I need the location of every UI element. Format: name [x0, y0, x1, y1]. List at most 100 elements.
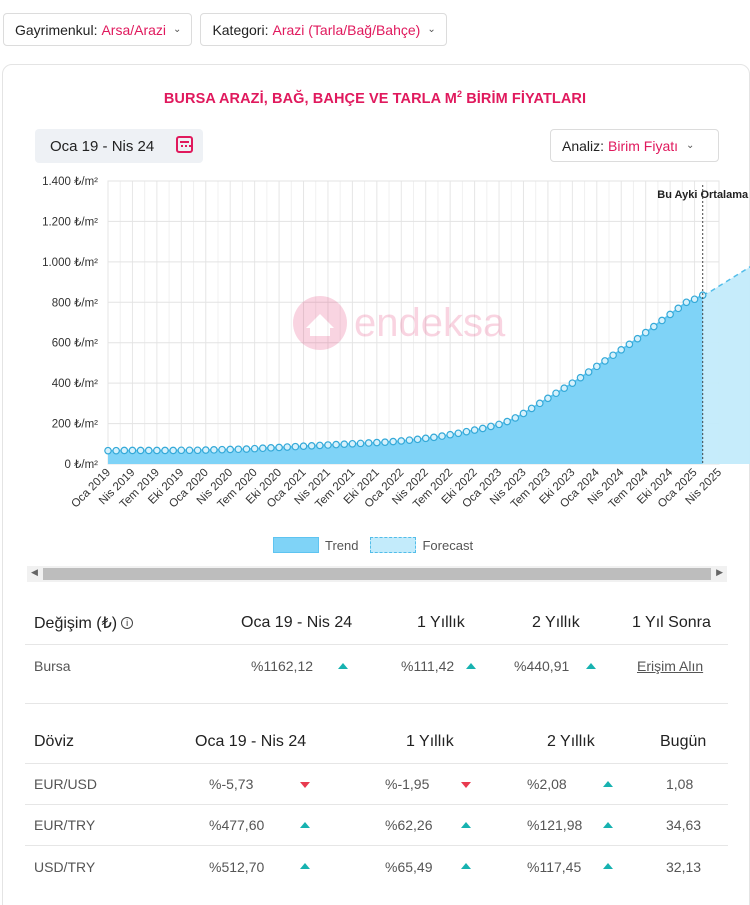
change-header-text: Değişim (₺)	[34, 614, 118, 632]
data-point[interactable]	[658, 316, 666, 325]
data-point[interactable]	[576, 373, 585, 382]
data-point[interactable]	[316, 441, 324, 450]
data-point[interactable]	[112, 446, 120, 455]
filter-bar: Gayrimenkul: Arsa/Arazi ⌄ Kategori: Araz…	[3, 13, 447, 46]
data-point[interactable]	[291, 442, 300, 451]
data-point[interactable]	[185, 446, 194, 455]
analysis-label: Analiz:	[562, 137, 605, 154]
data-point[interactable]	[560, 384, 569, 392]
category-dropdown[interactable]: Kategori: Arazi (Tarla/Bağ/Bahçe) ⌄	[200, 13, 447, 46]
fx-table: Döviz Oca 19 - Nis 24 1 Yıllık 2 Yıllık …	[25, 720, 728, 887]
data-point[interactable]	[364, 439, 373, 447]
data-point[interactable]	[682, 298, 691, 307]
scrollbar-thumb[interactable]	[43, 568, 711, 580]
calendar-icon[interactable]	[176, 136, 193, 153]
data-point[interactable]	[373, 438, 381, 447]
data-point[interactable]	[210, 446, 218, 454]
data-point[interactable]	[617, 345, 626, 354]
legend-trend-swatch[interactable]	[273, 537, 319, 553]
data-point[interactable]	[641, 328, 650, 337]
data-point[interactable]	[503, 417, 511, 426]
data-point[interactable]	[430, 433, 438, 442]
legend-forecast-label[interactable]: Forecast	[422, 537, 474, 553]
data-point[interactable]	[650, 322, 658, 331]
data-point[interactable]	[527, 404, 536, 413]
property-type-dropdown[interactable]: Gayrimenkul: Arsa/Arazi ⌄	[3, 13, 193, 46]
data-point[interactable]	[625, 340, 634, 349]
chart-scrollbar[interactable]: ◀ ▶	[27, 566, 727, 582]
data-point[interactable]	[267, 444, 275, 452]
data-point[interactable]	[193, 446, 202, 455]
data-point[interactable]	[275, 443, 283, 452]
data-point[interactable]	[609, 351, 617, 360]
data-point[interactable]	[226, 445, 235, 454]
data-point[interactable]	[128, 446, 137, 455]
data-point[interactable]	[592, 362, 601, 371]
data-point[interactable]	[307, 442, 316, 450]
data-point[interactable]	[454, 429, 463, 438]
data-point[interactable]	[104, 446, 112, 455]
legend-forecast-swatch[interactable]	[370, 537, 417, 553]
legend-trend-label[interactable]: Trend	[325, 537, 359, 553]
data-point[interactable]	[177, 446, 186, 455]
watermark-house-icon	[293, 296, 347, 350]
chart-title-suffix: BİRİM FİYATLARI	[462, 90, 587, 107]
data-point[interactable]	[511, 414, 520, 422]
data-point[interactable]	[462, 427, 471, 436]
scroll-right-icon[interactable]: ▶	[716, 567, 723, 577]
data-point[interactable]	[690, 295, 699, 304]
row-value-v1: %477,60	[209, 817, 265, 833]
data-point[interactable]	[258, 444, 267, 453]
data-point[interactable]	[535, 399, 544, 408]
data-point[interactable]	[397, 437, 406, 445]
data-point[interactable]	[201, 446, 210, 454]
data-point[interactable]	[283, 443, 292, 451]
data-point[interactable]	[169, 446, 177, 455]
data-point[interactable]	[389, 437, 397, 446]
data-point[interactable]	[120, 446, 129, 455]
data-point[interactable]	[324, 441, 332, 449]
data-point[interactable]	[568, 379, 577, 387]
data-point[interactable]	[470, 426, 479, 434]
data-point[interactable]	[356, 439, 365, 448]
data-point[interactable]	[332, 440, 340, 449]
data-point[interactable]	[242, 445, 251, 453]
analysis-dropdown[interactable]: Analiz: Birim Fiyatı ⌄	[550, 129, 719, 162]
data-point[interactable]	[381, 438, 389, 446]
row-value-v3: %117,45	[527, 858, 582, 875]
data-point[interactable]	[340, 440, 349, 448]
data-point[interactable]	[666, 310, 674, 319]
info-icon[interactable]: i	[121, 617, 134, 630]
data-point[interactable]	[446, 430, 454, 439]
change-header-forecast: 1 Yıl Sonra	[632, 613, 711, 631]
data-point[interactable]	[250, 444, 259, 453]
get-access-link[interactable]: Erişim Alın	[637, 657, 704, 674]
data-point[interactable]	[478, 424, 487, 433]
data-point[interactable]	[584, 368, 593, 376]
data-point[interactable]	[674, 304, 683, 313]
data-point[interactable]	[161, 446, 169, 455]
data-point[interactable]	[348, 439, 357, 448]
data-point[interactable]	[438, 432, 446, 440]
data-point[interactable]	[487, 422, 495, 431]
data-point[interactable]	[552, 389, 560, 398]
data-point[interactable]	[519, 409, 528, 418]
data-point[interactable]	[413, 435, 422, 444]
data-point[interactable]	[495, 420, 503, 429]
data-point[interactable]	[153, 446, 161, 455]
date-range-picker[interactable]: Oca 19 - Nis 24	[35, 129, 203, 163]
data-point[interactable]	[136, 446, 145, 455]
data-point[interactable]	[144, 446, 153, 455]
table-divider	[25, 703, 728, 704]
data-point[interactable]	[421, 434, 430, 443]
data-point[interactable]	[299, 442, 308, 451]
data-point[interactable]	[544, 394, 552, 403]
chart-title: BURSA ARAZİ, BAĞ, BAHÇE VE TARLA M2 BİRİ…	[0, 89, 750, 107]
data-point[interactable]	[218, 445, 226, 454]
data-point[interactable]	[633, 334, 642, 343]
scroll-left-icon[interactable]: ◀	[31, 567, 38, 577]
data-point[interactable]	[234, 445, 243, 454]
data-point[interactable]	[405, 436, 414, 444]
data-point[interactable]	[601, 357, 609, 365]
row-name: EUR/USD	[34, 776, 98, 792]
